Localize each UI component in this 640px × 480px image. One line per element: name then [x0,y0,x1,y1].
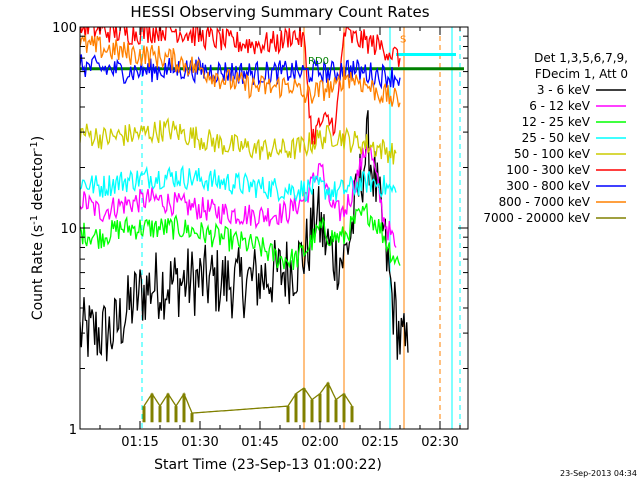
legend-entry-label: 25 - 50 keV [522,131,591,145]
series-lines [80,27,409,423]
chart-title: HESSI Observing Summary Count Rates [130,3,429,21]
legend-entry-label: 300 - 800 keV [506,179,590,193]
series-line-4 [80,117,397,165]
series-line-2 [80,203,401,270]
plot-annotation: RD0 [308,56,329,67]
series-line-0 [80,110,409,362]
legend-entry-label: 800 - 7000 keV [499,195,591,209]
plot-annotation: S [400,34,406,45]
legend-header-1: Det 1,3,5,6,7,9, [534,51,628,65]
plot-frame [79,26,469,430]
y-tick-label: 100 [52,21,77,36]
y-tick-label: 10 [60,222,77,237]
series-line-3 [80,164,397,203]
annotations: RD0 S [308,34,406,67]
x-tick-label: 02:30 [421,435,458,450]
x-tick-label: 01:45 [241,435,278,450]
footer-timestamp: 23-Sep-2013 04:34 [560,469,637,478]
series-line-7 [80,34,401,108]
x-tick-label: 02:00 [301,435,338,450]
legend: Det 1,3,5,6,7,9, FDecim 1, Att 0 3 - 6 k… [483,51,628,225]
plot-area: RD0 S [80,27,464,429]
legend-entry-label: 6 - 12 keV [529,99,591,113]
y-axis-label: Count Rate (s-1 detector-1) [29,136,46,320]
series-line-6 [80,54,401,90]
y-tick-label: 1 [69,423,77,438]
legend-entry-label: 12 - 25 keV [522,115,591,129]
y-axis: 1 10 100 [52,21,468,438]
series-line-8 [143,381,353,414]
series-line-5 [80,27,401,145]
x-tick-label: 01:30 [181,435,218,450]
legend-header-2: FDecim 1, Att 0 [535,67,628,81]
x-axis: 01:15 01:30 01:45 02:00 02:15 02:30 [79,27,461,450]
legend-entry-label: 50 - 100 keV [514,147,591,161]
legend-entry-label: 100 - 300 keV [506,163,590,177]
x-tick-label: 02:15 [361,435,398,450]
x-axis-label: Start Time (23-Sep-13 01:00:22) [154,457,382,473]
legend-entry-label: 7000 - 20000 keV [483,211,590,225]
series-line-1 [80,146,397,248]
x-tick-label: 01:15 [121,435,158,450]
legend-entry-label: 3 - 6 keV [537,83,591,97]
